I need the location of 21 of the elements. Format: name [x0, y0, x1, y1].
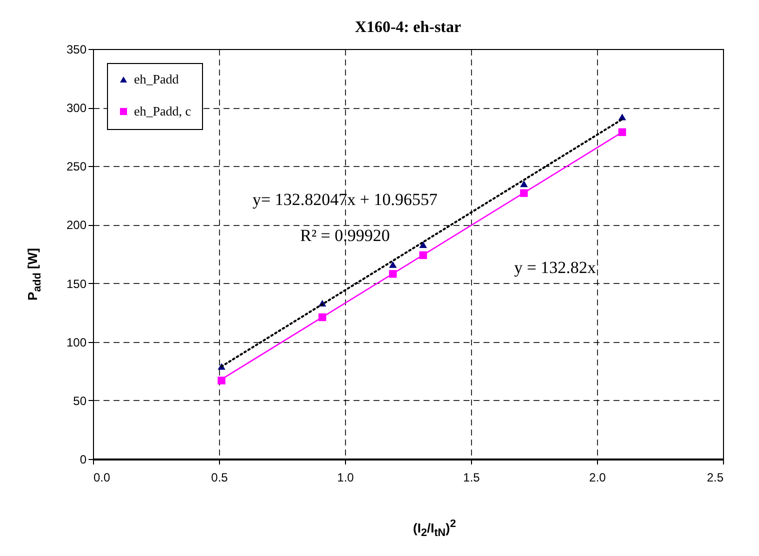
- x-tick-label: 0.5: [211, 470, 228, 484]
- legend-label: eh_Padd: [134, 72, 180, 86]
- annotation: y= 132.82047x + 10.96557: [252, 190, 438, 210]
- y-tick-label: 50: [73, 394, 87, 408]
- x-tick-label: 1.5: [463, 470, 480, 484]
- x-tick-label: 0.0: [94, 470, 111, 484]
- y-tick-label: 300: [66, 101, 87, 116]
- y-tick-label: 250: [66, 160, 87, 174]
- annotation: y = 132.82x: [514, 258, 596, 278]
- x-tick-label: 2.0: [589, 470, 606, 484]
- y-tick-label: 0: [80, 452, 87, 466]
- annotation: R² = 0.99920: [300, 226, 390, 246]
- chart-title: X160-4: eh-star: [354, 19, 462, 36]
- y-tick-label: 350: [66, 42, 87, 56]
- y-tick-label: 150: [66, 276, 87, 291]
- x-tick-label: 2.5: [706, 470, 724, 484]
- x-axis-title: (I$_{2}$/I$_{tN}$)$^{2}$: [412, 518, 458, 539]
- y-tick-label: 200: [66, 218, 87, 232]
- legend-label: eh_Padd, c: [134, 104, 192, 118]
- x-tick-label: 1.0: [337, 470, 354, 484]
- y-tick-label: 100: [66, 335, 87, 350]
